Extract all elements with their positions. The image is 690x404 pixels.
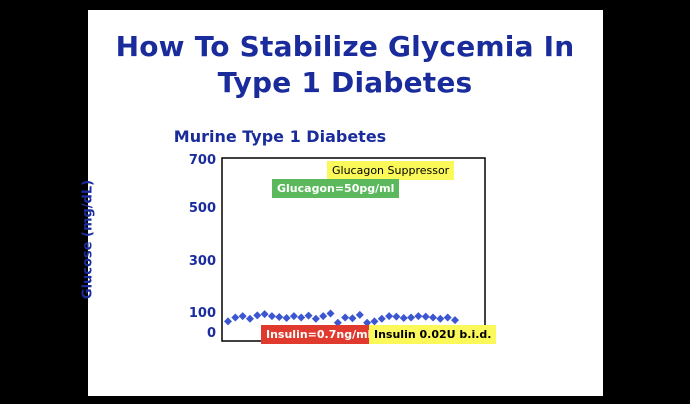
data-point xyxy=(231,313,240,322)
data-point xyxy=(267,312,276,321)
slide-title-line-2: Type 1 Diabetes xyxy=(217,66,473,99)
data-point xyxy=(414,312,423,321)
data-point xyxy=(333,318,342,327)
annotation-glucagon-level: Glucagon=50pg/ml xyxy=(272,179,400,198)
data-point xyxy=(399,313,408,322)
data-point xyxy=(224,317,232,326)
data-point xyxy=(363,318,372,327)
slide-title-line-1: How To Stabilize Glycemia In xyxy=(115,30,575,63)
data-point xyxy=(341,313,350,322)
annotation-insulin-level: Insulin=0.7ng/ml xyxy=(261,325,377,344)
data-point xyxy=(355,310,364,319)
data-point xyxy=(407,313,416,322)
data-point xyxy=(429,313,438,322)
data-point xyxy=(319,312,328,321)
data-point xyxy=(451,316,459,325)
y-tick-label: 100 xyxy=(188,305,216,321)
data-point xyxy=(275,312,284,321)
data-point xyxy=(282,313,291,322)
data-point xyxy=(436,314,445,323)
data-point xyxy=(370,317,379,326)
data-point xyxy=(377,314,386,323)
data-point xyxy=(311,314,320,323)
annotation-insulin-dose: Insulin 0.02U b.i.d. xyxy=(369,325,497,344)
data-point xyxy=(385,312,394,321)
data-point xyxy=(326,309,335,318)
y-tick-label: 500 xyxy=(188,201,216,217)
data-point xyxy=(289,312,298,321)
data-point xyxy=(304,311,313,320)
data-point xyxy=(260,310,269,319)
y-tick-label: 300 xyxy=(188,253,216,269)
y-tick-label: 700 xyxy=(188,153,216,168)
data-point xyxy=(253,311,262,320)
data-point xyxy=(245,314,254,323)
data-point xyxy=(348,314,357,323)
data-point xyxy=(297,313,306,322)
y-tick-label: 0 xyxy=(206,326,216,341)
data-point xyxy=(392,312,401,321)
annotation-glucagon-suppressor: Glucagon Suppressor xyxy=(327,161,455,180)
chart-title: Murine Type 1 Diabetes xyxy=(173,127,387,146)
data-point xyxy=(421,312,430,321)
data-point xyxy=(238,312,247,321)
data-point xyxy=(443,313,452,322)
